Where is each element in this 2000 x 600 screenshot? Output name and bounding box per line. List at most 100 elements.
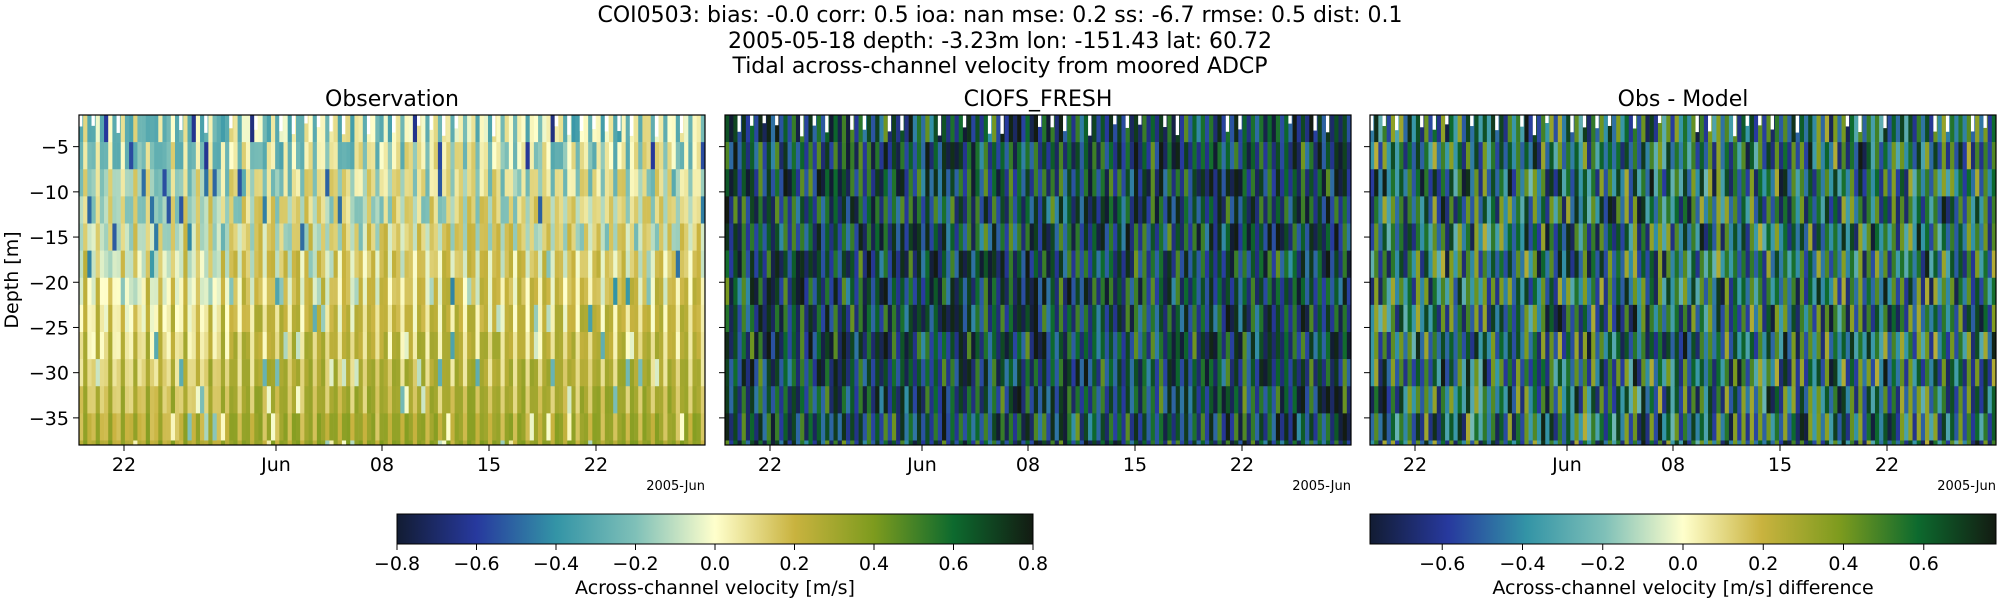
heatmap-cell xyxy=(1330,223,1335,251)
heatmap-cell xyxy=(1229,142,1235,170)
heatmap-cell xyxy=(1046,223,1051,251)
heatmap-cell xyxy=(1632,115,1638,143)
heatmap-cell xyxy=(558,115,564,143)
heatmap-cell xyxy=(496,413,501,441)
heatmap-cell xyxy=(954,196,959,224)
heatmap-cell xyxy=(116,386,122,414)
heatmap-cell xyxy=(1407,115,1413,143)
heatmap-cell xyxy=(174,413,180,441)
heatmap-cell xyxy=(904,223,909,251)
heatmap-cell xyxy=(563,223,568,251)
heatmap-cell xyxy=(992,250,997,279)
heatmap-cell xyxy=(1403,115,1408,143)
heatmap-cell xyxy=(496,386,501,414)
heatmap-cell xyxy=(112,386,117,414)
heatmap-cell xyxy=(1267,277,1272,306)
heatmap-cell xyxy=(504,277,510,306)
heatmap-cell xyxy=(204,440,209,445)
heatmap-cell xyxy=(950,386,955,414)
heatmap-cell xyxy=(471,223,476,251)
heatmap-cell xyxy=(833,304,838,333)
heatmap-cell xyxy=(1570,277,1575,306)
heatmap-cell xyxy=(558,440,564,445)
heatmap-cell xyxy=(804,413,809,441)
heatmap-cell xyxy=(1075,440,1081,445)
heatmap-cell xyxy=(812,413,818,441)
heatmap-cell xyxy=(896,413,901,441)
heatmap-cell xyxy=(521,169,526,197)
heatmap-cell xyxy=(837,223,843,251)
heatmap-cell xyxy=(625,331,631,360)
heatmap-cell xyxy=(1008,386,1014,414)
heatmap-cell xyxy=(1000,440,1005,445)
heatmap-cell xyxy=(321,304,326,333)
heatmap-cell xyxy=(946,277,951,306)
heatmap-cell xyxy=(546,277,551,306)
heatmap-cell xyxy=(1142,359,1147,387)
heatmap-cell xyxy=(475,142,480,170)
heatmap-cell xyxy=(1578,277,1584,306)
heatmap-cell xyxy=(1079,142,1085,170)
heatmap-cell xyxy=(1117,196,1122,224)
heatmap-cell xyxy=(625,277,631,306)
heatmap-cell xyxy=(563,277,568,306)
heatmap-cell xyxy=(1171,115,1177,143)
heatmap-cell xyxy=(937,359,943,387)
heatmap-cell xyxy=(613,142,618,170)
heatmap-cell xyxy=(858,250,864,279)
heatmap-cell xyxy=(521,196,526,224)
heatmap-cell xyxy=(137,115,142,143)
heatmap-cell xyxy=(1491,440,1496,445)
heatmap-cell xyxy=(275,196,280,224)
heatmap-cell xyxy=(1121,331,1126,360)
heatmap-cell xyxy=(462,359,468,387)
heatmap-cell xyxy=(942,223,947,251)
heatmap-cell xyxy=(1457,277,1463,306)
heatmap-cell xyxy=(1234,440,1239,445)
heatmap-cell xyxy=(800,440,805,445)
data-gap xyxy=(592,115,596,130)
heatmap-cell xyxy=(1403,440,1408,445)
heatmap-cell xyxy=(1317,331,1323,360)
heatmap-cell xyxy=(417,169,422,197)
heatmap-cell xyxy=(1067,196,1072,224)
heatmap-cell xyxy=(900,223,905,251)
heatmap-cell xyxy=(129,196,134,224)
heatmap-cell xyxy=(241,386,247,414)
heatmap-cell xyxy=(779,223,784,251)
heatmap-cell xyxy=(546,115,551,143)
heatmap-cell xyxy=(659,413,664,441)
heatmap-cell xyxy=(962,115,968,143)
heatmap-cell xyxy=(154,115,159,143)
heatmap-cell xyxy=(1624,115,1630,143)
heatmap-cell xyxy=(1142,223,1147,251)
heatmap-cell xyxy=(1395,440,1400,445)
heatmap-cell xyxy=(1566,386,1571,414)
heatmap-cell xyxy=(437,386,443,414)
heatmap-cell xyxy=(879,440,884,445)
heatmap-cell xyxy=(1628,331,1634,360)
heatmap-cell xyxy=(887,386,893,414)
heatmap-cell xyxy=(513,386,518,414)
heatmap-cell xyxy=(983,196,989,224)
heatmap-cell xyxy=(700,142,705,170)
heatmap-cell xyxy=(1338,115,1343,143)
heatmap-cell xyxy=(816,142,822,170)
heatmap-cell xyxy=(233,359,238,387)
heatmap-cell xyxy=(858,223,864,251)
heatmap-cell xyxy=(250,413,255,441)
heatmap-cell xyxy=(1478,115,1483,143)
heatmap-cell xyxy=(337,196,343,224)
heatmap-cell xyxy=(1474,142,1479,170)
heatmap-cell xyxy=(1524,413,1529,441)
heatmap-cell xyxy=(308,277,313,306)
heatmap-cell xyxy=(1184,196,1189,224)
heatmap-cell xyxy=(1342,142,1348,170)
heatmap-cell xyxy=(1457,250,1463,279)
heatmap-cell xyxy=(1461,413,1467,441)
heatmap-cell xyxy=(625,386,631,414)
heatmap-cell xyxy=(1325,196,1331,224)
heatmap-cell xyxy=(634,386,639,414)
heatmap-cell xyxy=(933,250,939,279)
heatmap-cell xyxy=(375,304,380,333)
